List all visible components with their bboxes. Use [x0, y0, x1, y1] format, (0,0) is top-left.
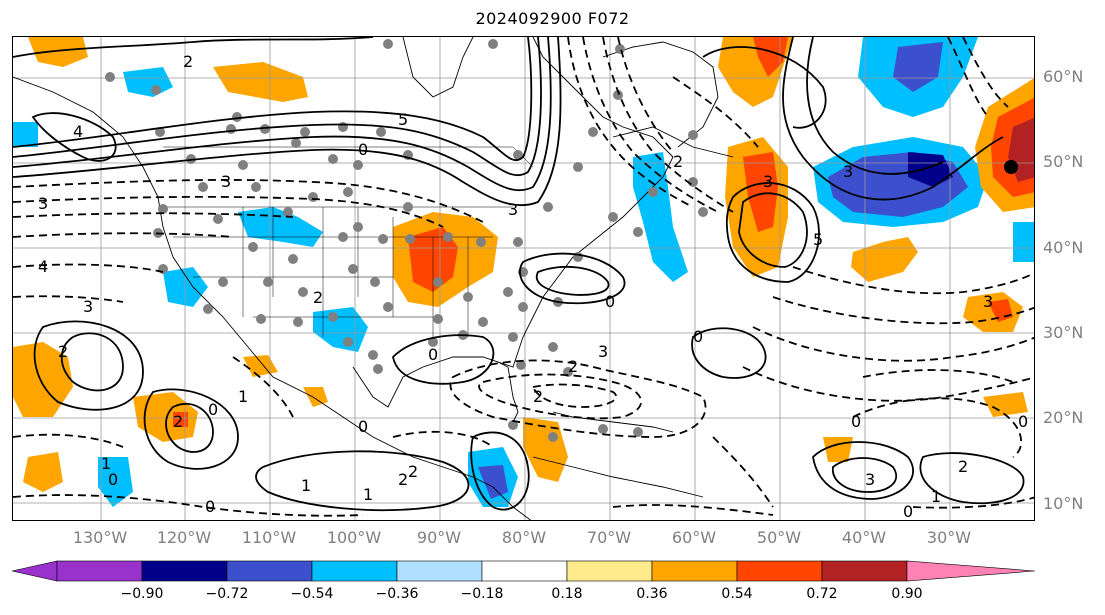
colorbar-segment — [481, 560, 568, 582]
contour-label: 0 — [693, 327, 703, 346]
contour-labels: 2 5 0 3 4 3 2 2 3 0 2 0 1 0 2 1 3 0 2 3 … — [38, 52, 1028, 521]
station-dots — [105, 39, 708, 442]
lat-label: 20°N — [1043, 408, 1084, 427]
colorbar-segment — [566, 560, 653, 582]
weather-map: 2 5 0 3 4 3 2 2 3 0 2 0 1 0 2 1 3 0 2 3 … — [13, 37, 1034, 521]
lon-label: 40°W — [841, 528, 887, 547]
contour-label: 2 — [408, 462, 418, 481]
contour-label: 3 — [38, 194, 48, 213]
contour-label: 1 — [931, 487, 941, 506]
contour-label: 2 — [183, 52, 193, 71]
contour-label: 2 — [673, 152, 683, 171]
contour-label: 0 — [358, 417, 368, 436]
colorbar-tick: −0.36 — [375, 586, 419, 602]
contour-label: 1 — [101, 454, 111, 473]
colorbar-tick: 0.54 — [721, 586, 753, 602]
lat-label: 10°N — [1043, 494, 1084, 513]
lon-label: 120°W — [156, 528, 212, 547]
lon-label: 100°W — [326, 528, 382, 547]
anomaly-fill — [13, 37, 1034, 507]
contour-label: 0 — [851, 412, 861, 431]
contour-label: 4 — [73, 122, 83, 141]
colorbar-segment — [651, 560, 738, 582]
lon-label: 70°W — [586, 528, 632, 547]
contour-label: 3 — [221, 172, 231, 191]
contour-label: 1 — [363, 485, 373, 504]
contour-label: 0 — [205, 497, 215, 516]
lat-label: 60°N — [1043, 67, 1084, 86]
contour-label: 0 — [903, 502, 913, 521]
contour-label: 3 — [843, 162, 853, 181]
contour-label: 5 — [398, 110, 408, 129]
lon-label: 110°W — [241, 528, 297, 547]
contour-label: 2 — [398, 470, 408, 489]
contour-label: 4 — [38, 257, 48, 276]
colorbar-tick: 0.18 — [551, 586, 583, 602]
lat-label: 40°N — [1043, 238, 1084, 257]
contour-label: 0 — [108, 470, 118, 489]
lon-label: 90°W — [416, 528, 462, 547]
contour-label: 3 — [598, 342, 608, 361]
contour-label: 3 — [83, 297, 93, 316]
lat-label: 30°N — [1043, 323, 1084, 342]
colorbar-segment — [226, 560, 313, 582]
colorbar-tick: −0.18 — [460, 586, 504, 602]
map-title: 2024092900 F072 — [475, 9, 630, 28]
contour-label: 1 — [301, 476, 311, 495]
colorbar-segment — [736, 560, 823, 582]
solid-contours — [13, 37, 1025, 512]
colorbar-tick: 0.36 — [636, 586, 668, 602]
colorbar-segment — [56, 560, 143, 582]
map-panel: 2 5 0 3 4 3 2 2 3 0 2 0 1 0 2 1 3 0 2 3 … — [12, 36, 1035, 521]
contour-label: 2 — [533, 387, 543, 406]
colorbar-segment — [396, 560, 483, 582]
colorbar-tick: 0.72 — [806, 586, 838, 602]
contour-label: 0 — [428, 345, 438, 364]
colorbar-segment — [141, 560, 228, 582]
contour-label: 0 — [1018, 412, 1028, 431]
colorbar — [11, 560, 1036, 582]
colorbar-segment — [11, 560, 58, 582]
lon-label: 60°W — [671, 528, 717, 547]
contour-label: 2 — [313, 288, 323, 307]
contour-label: 3 — [508, 200, 518, 219]
graticule — [13, 37, 1034, 520]
colorbar-tick: 0.90 — [891, 586, 923, 602]
colorbar-segment — [311, 560, 398, 582]
contour-label: 3 — [865, 470, 875, 489]
marker-point — [1004, 160, 1018, 174]
contour-label: 0 — [605, 292, 615, 311]
colorbar-tick: −0.72 — [205, 586, 249, 602]
lon-label: 80°W — [501, 528, 547, 547]
contour-label: 1 — [238, 387, 248, 406]
colorbar-segment — [821, 560, 908, 582]
lat-label: 50°N — [1043, 152, 1084, 171]
contour-label: 3 — [983, 292, 993, 311]
contour-label: 2 — [173, 412, 183, 431]
lon-label: 130°W — [72, 528, 128, 547]
contour-label: 0 — [358, 140, 368, 159]
colorbar-tick: −0.90 — [120, 586, 164, 602]
contour-label: 2 — [568, 357, 578, 376]
lon-label: 50°W — [756, 528, 802, 547]
colorbar-tick: −0.54 — [290, 586, 334, 602]
contour-label: 0 — [208, 400, 218, 419]
dashed-contours — [13, 37, 1034, 517]
colorbar-segment — [906, 560, 1036, 582]
contour-label: 5 — [813, 230, 823, 249]
contour-label: 2 — [58, 342, 68, 361]
contour-label: 2 — [958, 457, 968, 476]
contour-label: 3 — [763, 172, 773, 191]
lon-label: 30°W — [926, 528, 972, 547]
